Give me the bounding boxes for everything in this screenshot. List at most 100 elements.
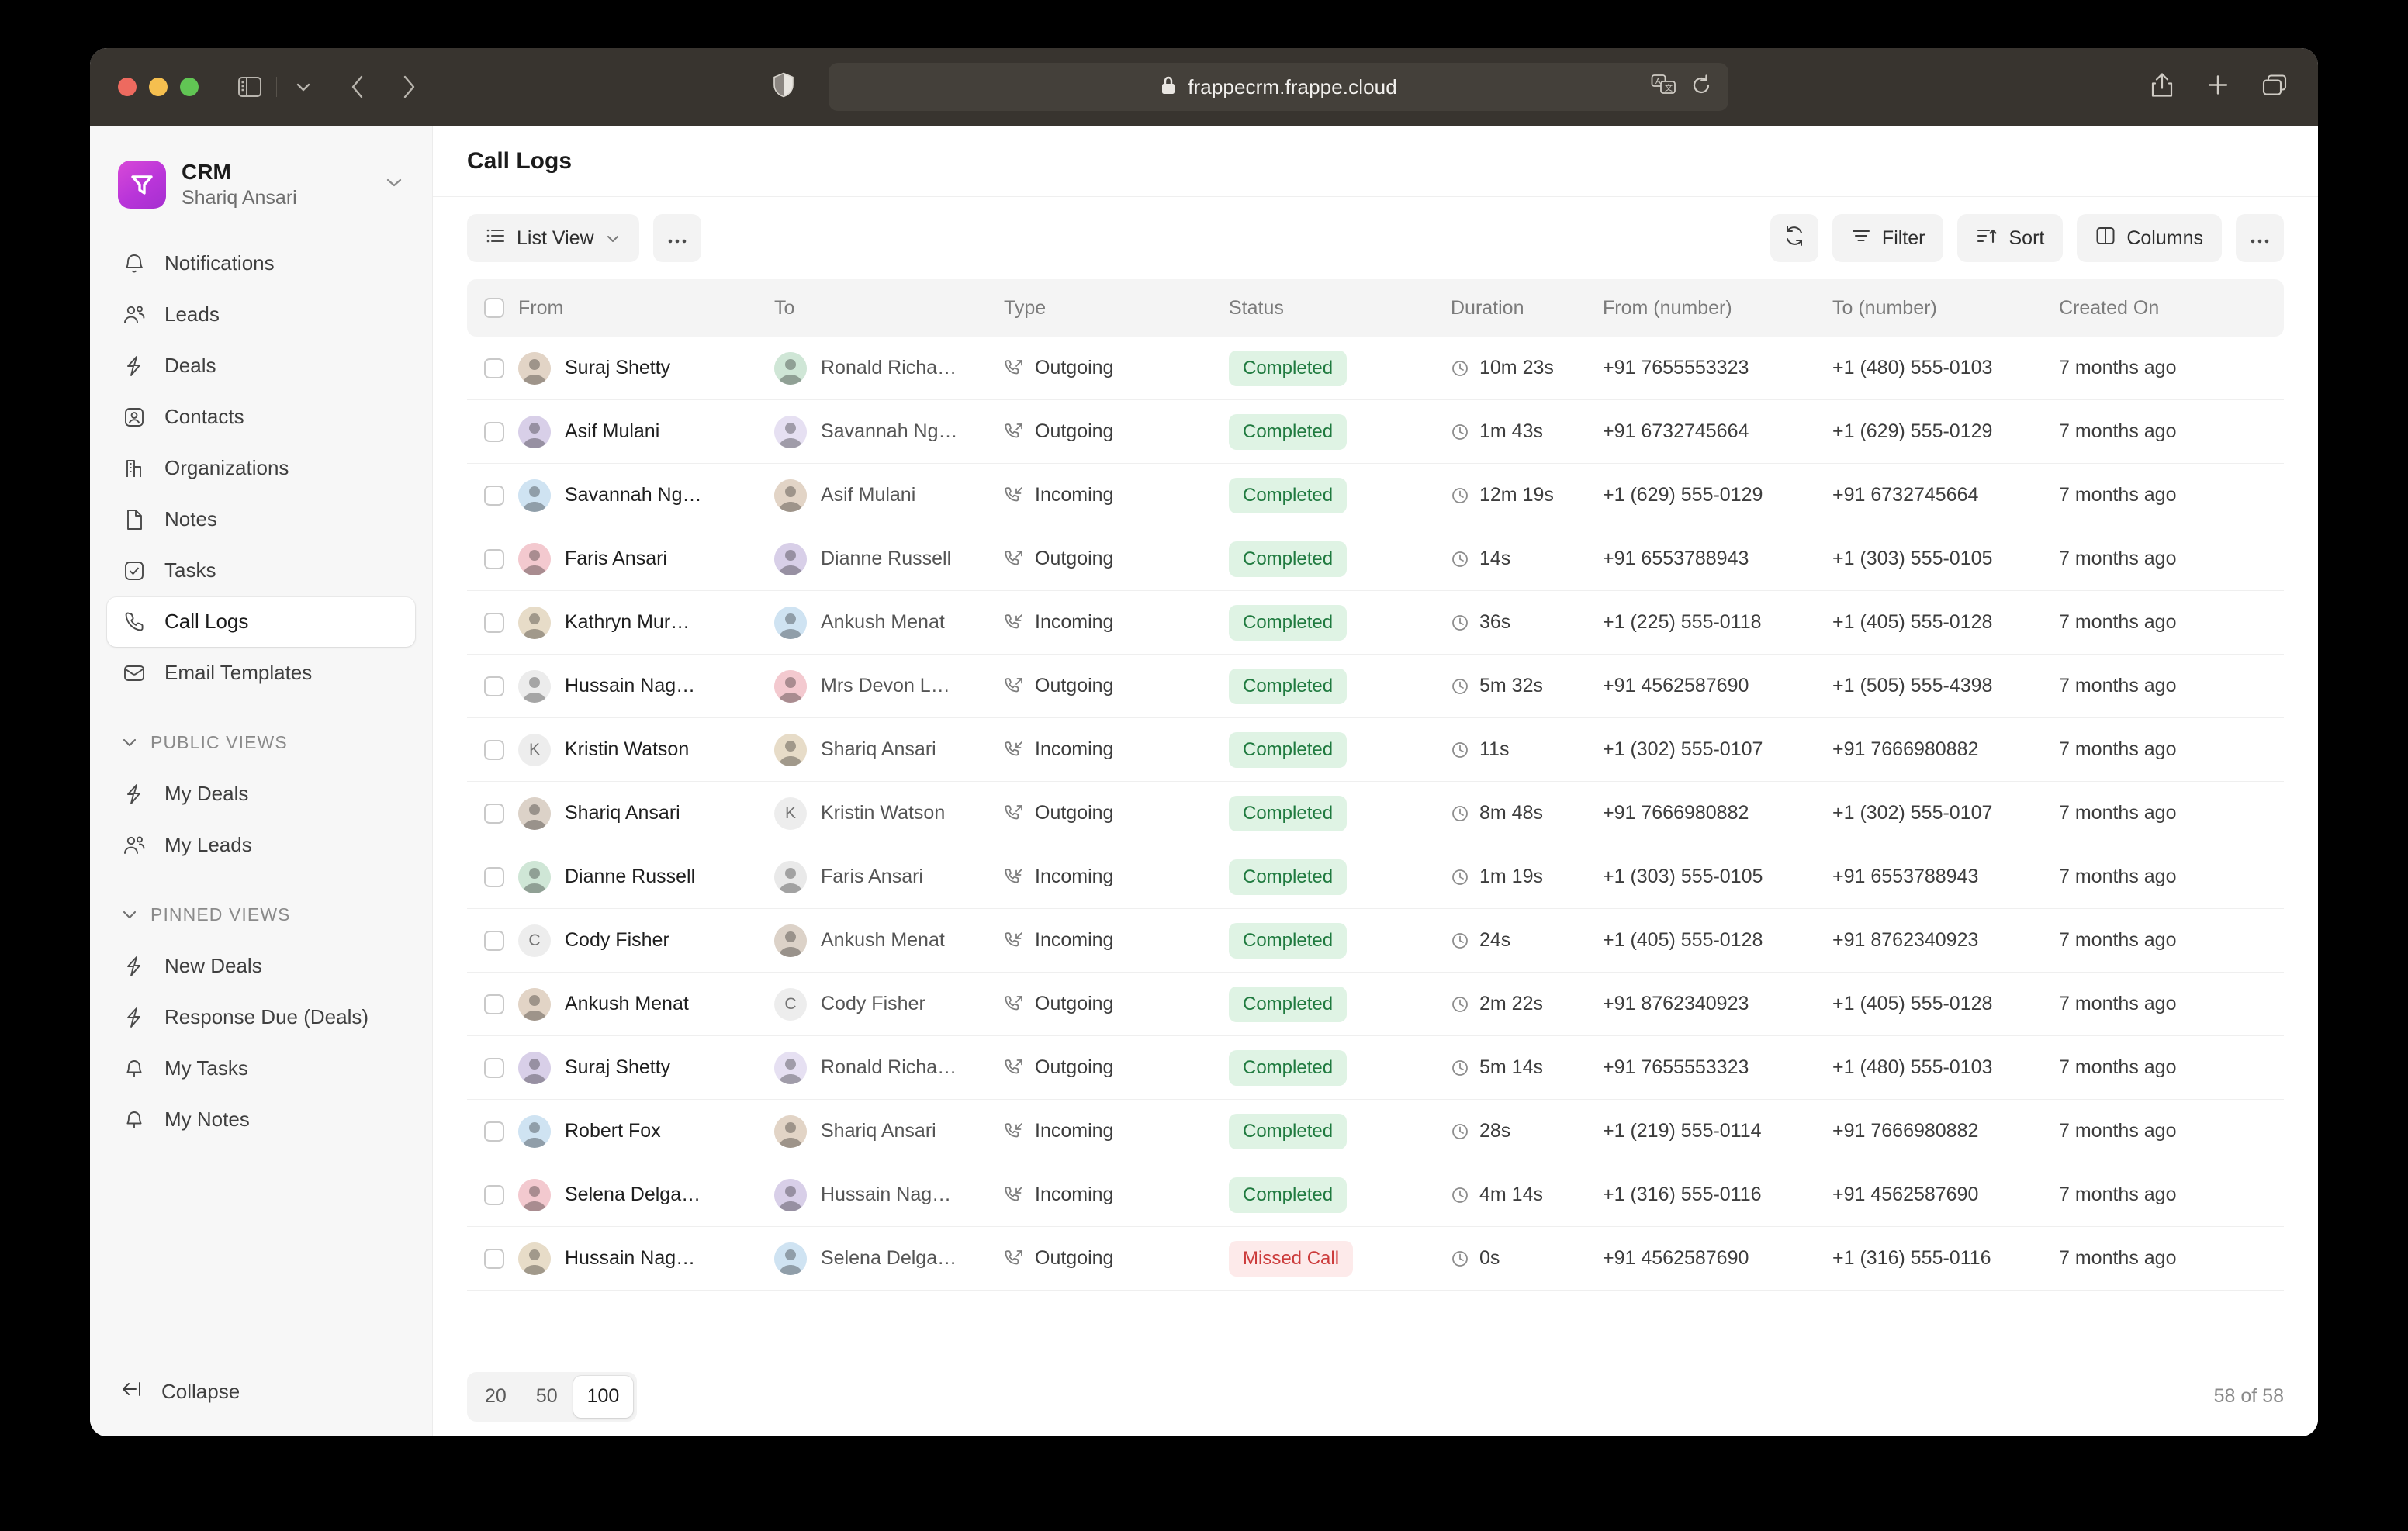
cell-to[interactable]: Savannah Ng… (774, 415, 1004, 448)
table-row[interactable]: Robert Fox Shariq Ansari Incoming Comple… (467, 1100, 2284, 1163)
table-row[interactable]: Ankush Menat C Cody Fisher Outgoing Compl… (467, 973, 2284, 1036)
reload-icon[interactable] (1691, 74, 1711, 100)
row-checkbox[interactable] (470, 739, 518, 760)
row-checkbox[interactable] (470, 994, 518, 1014)
row-checkbox[interactable] (470, 1184, 518, 1205)
column-header-from-number[interactable]: From (number) (1603, 296, 1732, 319)
cell-from[interactable]: Hussain Nag… (518, 669, 774, 703)
row-checkbox[interactable] (470, 1057, 518, 1078)
page-size-50[interactable]: 50 (535, 1385, 558, 1407)
sidebar-item-contacts[interactable]: Contacts (107, 392, 415, 442)
table-row[interactable]: C Cody Fisher Ankush Menat Incoming Compl… (467, 909, 2284, 973)
table-row[interactable]: Savannah Ng… Asif Mulani Incoming Comple… (467, 464, 2284, 527)
privacy-shield-icon[interactable] (773, 72, 794, 102)
cell-from[interactable]: Robert Fox (518, 1115, 774, 1148)
share-icon[interactable] (2150, 72, 2174, 102)
cell-to[interactable]: Hussain Nag… (774, 1178, 1004, 1211)
table-row[interactable]: Suraj Shetty Ronald Richa… Outgoing Comp… (467, 337, 2284, 400)
forward-arrow-icon[interactable] (392, 70, 426, 104)
cell-to[interactable]: Ronald Richa… (774, 351, 1004, 385)
cell-to[interactable]: C Cody Fisher (774, 987, 1004, 1021)
view-selector-button[interactable]: List View (467, 214, 639, 262)
tab-overview-icon[interactable] (2262, 74, 2287, 101)
table-row[interactable]: Kathryn Mur… Ankush Menat Incoming Compl… (467, 591, 2284, 655)
cell-to[interactable]: Ankush Menat (774, 924, 1004, 957)
column-header-created-on[interactable]: Created On (2059, 296, 2160, 319)
table-row[interactable]: Hussain Nag… Mrs Devon L… Outgoing Compl… (467, 655, 2284, 718)
cell-to[interactable]: Selena Delga… (774, 1242, 1004, 1275)
cell-from[interactable]: Asif Mulani (518, 415, 774, 448)
sidebar-item-new-deals[interactable]: New Deals (107, 942, 415, 991)
cell-from[interactable]: Faris Ansari (518, 542, 774, 575)
column-header-status[interactable]: Status (1229, 296, 1284, 319)
back-arrow-icon[interactable] (341, 70, 375, 104)
cell-to[interactable]: Shariq Ansari (774, 733, 1004, 766)
cell-from[interactable]: Ankush Menat (518, 987, 774, 1021)
cell-to[interactable]: Dianne Russell (774, 542, 1004, 575)
table-row[interactable]: Hussain Nag… Selena Delga… Outgoing Miss… (467, 1227, 2284, 1291)
column-header-to-number[interactable]: To (number) (1832, 296, 1937, 319)
cell-to[interactable]: Faris Ansari (774, 860, 1004, 893)
table-row[interactable]: Shariq Ansari K Kristin Watson Outgoing C… (467, 782, 2284, 845)
row-checkbox[interactable] (470, 358, 518, 378)
sidebar-item-leads[interactable]: Leads (107, 290, 415, 340)
view-options-button[interactable] (652, 214, 701, 262)
sidebar-item-call-logs[interactable]: Call Logs (107, 596, 415, 647)
collapse-sidebar-button[interactable]: Collapse (107, 1367, 415, 1416)
cell-from[interactable]: Hussain Nag… (518, 1242, 774, 1275)
chevron-down-icon[interactable] (286, 70, 320, 104)
cell-to[interactable]: Mrs Devon L… (774, 669, 1004, 703)
table-row[interactable]: Dianne Russell Faris Ansari Incoming Com… (467, 845, 2284, 909)
row-checkbox[interactable] (470, 803, 518, 824)
sidebar-item-response-due-deals[interactable]: Response Due (Deals) (107, 993, 415, 1042)
section-header-pinned-views[interactable]: PINNED VIEWS (107, 895, 415, 935)
minimize-window-button[interactable] (149, 78, 168, 96)
row-checkbox[interactable] (470, 612, 518, 633)
plus-icon[interactable] (2206, 74, 2230, 101)
sidebar-item-my-tasks[interactable]: My Tasks (107, 1044, 415, 1094)
column-header-from[interactable]: From (518, 296, 564, 319)
row-checkbox[interactable] (470, 485, 518, 506)
sort-button[interactable]: Sort (1957, 214, 2064, 262)
table-row[interactable]: K Kristin Watson Shariq Ansari Incoming C… (467, 718, 2284, 782)
table-row[interactable]: Selena Delga… Hussain Nag… Incoming Comp… (467, 1163, 2284, 1227)
address-bar[interactable]: frappecrm.frappe.cloud A 文 (829, 63, 1728, 111)
cell-from[interactable]: Dianne Russell (518, 860, 774, 893)
maximize-window-button[interactable] (180, 78, 199, 96)
table-row[interactable]: Asif Mulani Savannah Ng… Outgoing Comple… (467, 400, 2284, 464)
sidebar-item-email-templates[interactable]: Email Templates (107, 648, 415, 698)
close-window-button[interactable] (118, 78, 137, 96)
sidebar-item-my-deals[interactable]: My Deals (107, 769, 415, 819)
row-checkbox[interactable] (470, 676, 518, 696)
row-checkbox[interactable] (470, 421, 518, 442)
cell-from[interactable]: Shariq Ansari (518, 797, 774, 830)
sidebar-item-deals[interactable]: Deals (107, 341, 415, 391)
refresh-button[interactable] (1770, 214, 1818, 262)
cell-from[interactable]: K Kristin Watson (518, 733, 774, 766)
cell-from[interactable]: Savannah Ng… (518, 479, 774, 512)
cell-to[interactable]: Ankush Menat (774, 606, 1004, 639)
sidebar-item-organizations[interactable]: Organizations (107, 444, 415, 493)
cell-from[interactable]: C Cody Fisher (518, 924, 774, 957)
sidebar-item-my-leads[interactable]: My Leads (107, 821, 415, 870)
sidebar-item-tasks[interactable]: Tasks (107, 546, 415, 596)
cell-to[interactable]: Asif Mulani (774, 479, 1004, 512)
row-checkbox[interactable] (470, 1248, 518, 1269)
sidebar-toggle-icon[interactable] (233, 70, 267, 104)
filter-button[interactable]: Filter (1832, 214, 1944, 262)
columns-button[interactable]: Columns (2077, 214, 2222, 262)
row-checkbox[interactable] (470, 548, 518, 569)
chevron-down-icon[interactable] (384, 175, 404, 193)
column-header-to[interactable]: To (774, 296, 795, 319)
sidebar-item-notes[interactable]: Notes (107, 495, 415, 544)
workspace-switcher[interactable]: CRM Shariq Ansari (110, 150, 415, 219)
sidebar-item-my-notes[interactable]: My Notes (107, 1095, 415, 1145)
translate-icon[interactable]: A 文 (1651, 74, 1677, 101)
section-header-public-views[interactable]: PUBLIC VIEWS (107, 723, 415, 763)
cell-from[interactable]: Kathryn Mur… (518, 606, 774, 639)
column-header-duration[interactable]: Duration (1451, 296, 1524, 319)
row-checkbox[interactable] (470, 930, 518, 951)
cell-to[interactable]: K Kristin Watson (774, 797, 1004, 830)
select-all-checkbox[interactable] (470, 298, 518, 318)
page-size-100[interactable]: 100 (573, 1375, 634, 1418)
